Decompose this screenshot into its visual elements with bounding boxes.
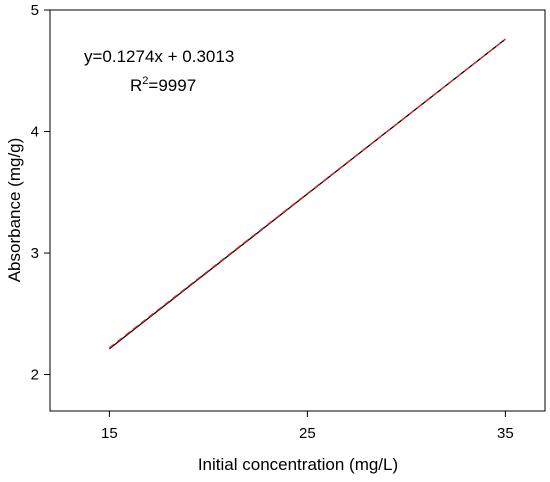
fit-line-dashed xyxy=(109,38,506,349)
x-tick-label: 15 xyxy=(101,425,118,442)
plot-frame xyxy=(49,9,546,412)
y-axis-label: Absorbance (mg/g) xyxy=(5,138,24,283)
equation-annotation: y=0.1274x + 0.3013 xyxy=(84,47,234,66)
y-tick-label: 5 xyxy=(31,2,39,19)
tick-group: 2 3 4 5 15 25 35 xyxy=(31,2,514,442)
y-tick-label: 2 xyxy=(31,367,39,384)
x-axis-label: Initial concentration (mg/L) xyxy=(198,455,398,474)
y-tick-label: 4 xyxy=(31,124,39,141)
x-tick-label: 25 xyxy=(299,425,316,442)
r-squared-superscript: 2 xyxy=(142,75,148,87)
x-tick-label: 35 xyxy=(497,425,514,442)
r-squared-value: =9997 xyxy=(148,76,196,95)
plot-area xyxy=(49,9,546,412)
series-group xyxy=(108,38,506,350)
r-squared-prefix: R xyxy=(130,76,142,95)
r-squared-annotation: R2=9997 xyxy=(130,75,196,95)
y-tick-label: 3 xyxy=(31,245,39,262)
